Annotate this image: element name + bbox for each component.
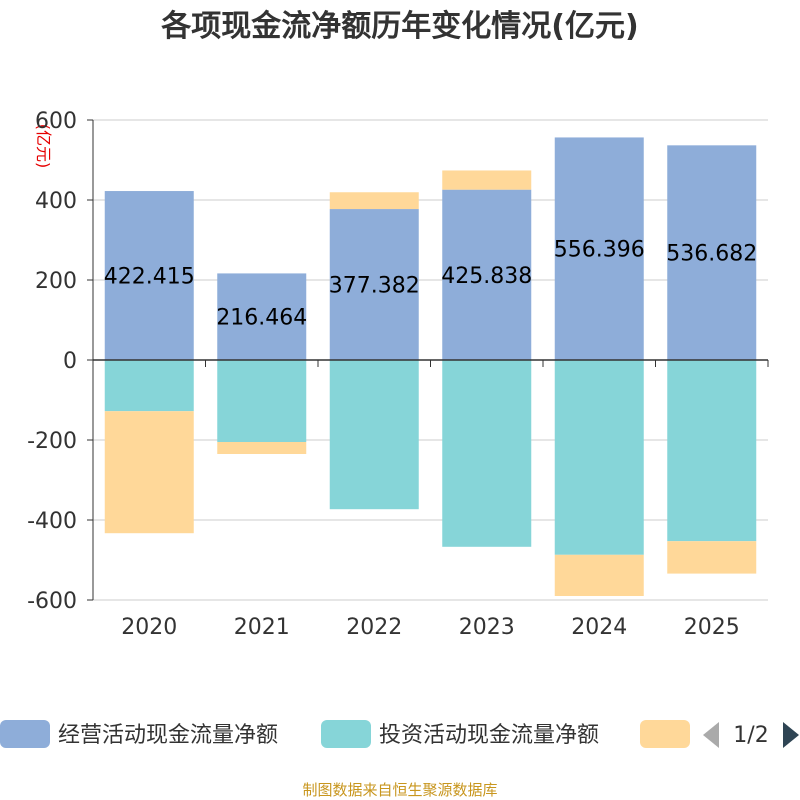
bar-2022-series-2[interactable] [329, 192, 419, 210]
bar-2022-series-0[interactable] [329, 209, 419, 360]
data-label: 536.682 [666, 242, 757, 267]
legend-prev-page-icon[interactable] [703, 722, 719, 748]
x-tick-label: 2024 [571, 615, 627, 640]
bar-2021-series-0[interactable] [217, 273, 307, 360]
data-label: 377.382 [329, 274, 420, 299]
legend-next-page-icon[interactable] [783, 722, 799, 748]
bar-2024-series-1[interactable] [554, 360, 644, 555]
legend-swatch[interactable] [321, 720, 371, 748]
bar-2021-series-1[interactable] [217, 360, 307, 442]
bar-2021-series-2[interactable] [217, 442, 307, 454]
bar-2020-series-1[interactable] [104, 360, 194, 412]
data-label: 422.415 [104, 265, 195, 290]
legend-page-indicator: 1/2 [733, 723, 768, 748]
bar-2025-series-0[interactable] [667, 145, 757, 360]
x-tick-label: 2025 [684, 615, 740, 640]
data-label: 216.464 [216, 306, 307, 331]
bar-2023-series-2[interactable] [442, 170, 532, 190]
x-tick-label: 2022 [346, 615, 402, 640]
y-tick-label: -600 [27, 589, 77, 614]
bars-layer [104, 137, 757, 596]
y-tick-label: -200 [27, 429, 77, 454]
y-tick-label: 0 [63, 349, 77, 374]
data-label: 425.838 [441, 264, 532, 289]
legend-label[interactable]: 经营活动现金流量净额 [58, 723, 278, 748]
bar-2023-series-1[interactable] [442, 360, 532, 547]
axes-layer: 600 400 200 0 -200 -400 -600 2020 2021 2022 2023 20… [27, 109, 769, 640]
data-source: 制图数据来自恒生聚源数据库 [302, 781, 497, 799]
bar-2024-series-2[interactable] [554, 554, 644, 596]
chart-title: 各项现金流净额历年变化情况(亿元) [160, 9, 638, 44]
x-tick-label: 2023 [459, 615, 515, 640]
y-tick-label: -400 [27, 509, 77, 534]
legend[interactable]: 经营活动现金流量净额 投资活动现金流量净额 1/2 [0, 720, 799, 748]
x-tick-label: 2021 [234, 615, 290, 640]
bar-2022-series-1[interactable] [329, 360, 419, 510]
bar-2023-series-0[interactable] [442, 189, 532, 360]
bar-2024-series-0[interactable] [554, 137, 644, 360]
data-label: 556.396 [554, 238, 645, 263]
bar-2025-series-2[interactable] [667, 541, 757, 574]
bar-2020-series-0[interactable] [104, 191, 194, 360]
y-tick-label: 400 [35, 189, 77, 214]
y-tick-label: 200 [35, 269, 77, 294]
bar-2025-series-1[interactable] [667, 360, 757, 542]
data-labels-layer: 422.415 216.464 377.382 425.838 556.396 536.6… [104, 238, 757, 331]
x-tick-label: 2020 [121, 615, 177, 640]
legend-swatch[interactable] [0, 720, 50, 748]
legend-swatch[interactable] [640, 720, 690, 748]
legend-label[interactable]: 投资活动现金流量净额 [379, 723, 599, 748]
bar-2020-series-2[interactable] [104, 411, 194, 534]
y-axis-unit: (亿元) [34, 124, 53, 169]
y-tick-label: 600 [35, 109, 77, 134]
